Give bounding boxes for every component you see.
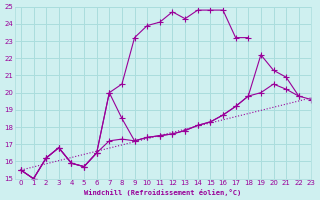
X-axis label: Windchill (Refroidissement éolien,°C): Windchill (Refroidissement éolien,°C) xyxy=(84,189,242,196)
